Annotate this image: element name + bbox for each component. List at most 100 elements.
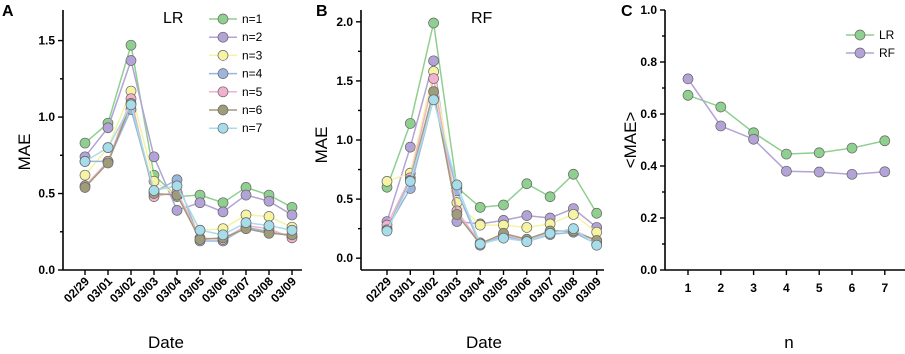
panel-c-y-axis-label: <MAE> — [621, 112, 640, 169]
y-tick-label: 0.5 — [336, 192, 353, 206]
legend-label: n=2 — [242, 30, 263, 44]
x-tick-label: 4 — [783, 281, 790, 295]
panel-c-letter: C — [621, 3, 633, 20]
legend-marker — [217, 50, 229, 61]
x-tick-label: 03/04 — [456, 274, 487, 305]
legend-marker — [217, 13, 229, 25]
panel-c-x-axis-label: n — [784, 333, 793, 352]
x-tick-label: 03/05 — [479, 274, 510, 305]
x-tick-label: 03/08 — [549, 274, 580, 305]
data-point-RF — [879, 166, 891, 178]
x-tick-label: 02/29 — [363, 274, 394, 305]
data-point-LR — [682, 89, 694, 101]
panel-a-x-axis-label: Date — [148, 333, 184, 352]
data-point-n2 — [521, 210, 533, 221]
data-point-RF — [813, 166, 825, 178]
data-point-n2 — [217, 206, 229, 218]
data-point-n6 — [194, 234, 206, 245]
data-point-n2 — [404, 141, 416, 153]
series-line-n1 — [84, 44, 293, 208]
data-point-n6 — [451, 209, 463, 220]
data-point-n3 — [474, 219, 486, 231]
data-point-n7 — [263, 220, 275, 231]
legend-label: n=1 — [242, 12, 263, 26]
data-point-n7 — [474, 238, 486, 250]
data-point-n1 — [544, 191, 556, 203]
data-point-RF — [846, 168, 858, 180]
data-point-n7 — [404, 176, 416, 187]
panel-b-rf-chart: B RF MAE Date 0.00.51.01.52.002/2903/010… — [312, 3, 604, 352]
data-point-RF — [748, 133, 759, 145]
y-tick-label: 1.0 — [336, 133, 353, 147]
data-point-n1 — [404, 118, 416, 129]
panel-a-marks: 0.00.51.01.502/2903/0103/0203/0303/0403/… — [38, 10, 302, 305]
y-tick-label: 0.2 — [640, 211, 657, 225]
data-point-LR — [879, 135, 891, 147]
y-tick-label: 1.5 — [38, 34, 55, 48]
data-point-n1 — [79, 137, 91, 149]
data-point-n3 — [79, 169, 91, 181]
series-line-n5 — [84, 96, 293, 241]
y-tick-label: 1.0 — [640, 3, 657, 17]
x-tick-label: 03/03 — [433, 274, 464, 305]
data-point-n2 — [102, 122, 114, 134]
legend-label: LR — [879, 28, 895, 42]
series-line-n7 — [84, 102, 293, 236]
y-tick-label: 1.5 — [336, 74, 353, 88]
x-tick-label: 03/09 — [573, 274, 604, 305]
x-tick-label: 2 — [717, 281, 724, 295]
legend-label: n=6 — [242, 103, 263, 117]
data-point-n7 — [428, 94, 439, 106]
x-tick-label: 03/07 — [526, 274, 557, 305]
data-point-n1 — [125, 39, 137, 51]
data-point-n3 — [381, 176, 393, 187]
data-point-n7 — [544, 228, 556, 239]
y-tick-label: 0.4 — [640, 159, 657, 173]
data-point-n2 — [194, 197, 206, 209]
data-point-LR — [846, 142, 858, 154]
data-point-n2 — [125, 55, 137, 66]
data-point-n6 — [79, 182, 91, 193]
x-tick-label: 03/08 — [245, 274, 276, 305]
data-point-n7 — [102, 142, 114, 153]
series-line-n3 — [84, 88, 293, 232]
series-line-n6 — [84, 100, 293, 241]
panel-a-letter: A — [2, 3, 14, 20]
panel-b-title: RF — [471, 10, 493, 27]
data-point-n7 — [240, 217, 252, 228]
x-tick-label: 02/29 — [61, 274, 92, 305]
data-point-n1 — [521, 178, 533, 190]
data-point-n2 — [171, 205, 183, 216]
data-point-n7 — [125, 99, 137, 111]
data-point-RF — [715, 120, 727, 132]
data-point-n7 — [217, 229, 229, 241]
data-point-RF — [781, 165, 792, 177]
data-point-n1 — [568, 168, 579, 180]
data-point-n2 — [148, 151, 160, 163]
x-tick-label: 03/06 — [199, 274, 230, 305]
data-point-n2 — [263, 195, 275, 207]
legend-label: n=3 — [242, 48, 263, 62]
data-point-n7 — [194, 224, 206, 236]
data-point-n1 — [498, 199, 509, 211]
data-point-n2 — [428, 55, 439, 67]
data-point-n3 — [521, 222, 533, 233]
data-point-LR — [781, 148, 792, 160]
panel-b-y-axis-label: MAE — [312, 127, 331, 164]
x-tick-label: 03/01 — [386, 274, 417, 305]
legend-marker — [217, 86, 229, 98]
data-point-n3 — [568, 209, 579, 220]
legend-label: RF — [879, 46, 895, 60]
x-tick-label: 03/03 — [130, 274, 161, 305]
data-point-n2 — [286, 209, 298, 221]
data-point-n7 — [148, 185, 160, 196]
x-tick-label: 6 — [849, 281, 856, 295]
x-tick-label: 03/02 — [410, 274, 441, 305]
panel-b-letter: B — [316, 3, 328, 20]
x-tick-label: 03/09 — [268, 274, 299, 305]
panel-b-x-axis-label: Date — [466, 333, 502, 352]
data-point-n1 — [591, 207, 603, 219]
series-line-n2 — [386, 60, 598, 229]
legend-marker — [854, 47, 866, 59]
